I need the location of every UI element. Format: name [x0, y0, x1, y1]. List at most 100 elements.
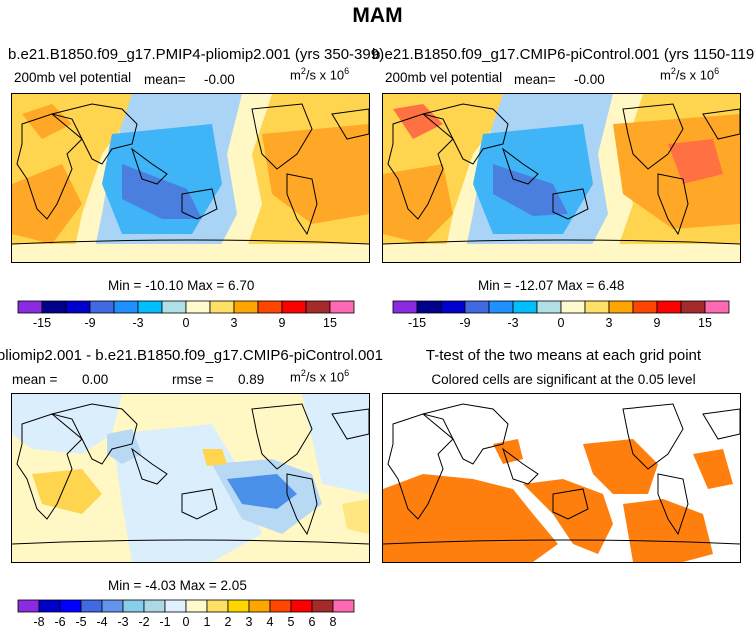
colorbar-swatch	[59, 599, 82, 613]
colorbar-swatch	[65, 300, 91, 314]
colorbar-tick-label: 4	[267, 615, 274, 629]
colorbar-tick-label: -2	[138, 615, 149, 629]
panel1-mean-value: -0.00	[204, 72, 235, 87]
colorbar-swatch	[206, 599, 229, 613]
colorbar-tick-label: -1	[159, 615, 170, 629]
colorbar-swatch	[89, 300, 115, 314]
colorbar-swatch	[137, 300, 163, 314]
colorbar-swatch	[101, 599, 124, 613]
colorbar-tick-label: 0	[183, 615, 190, 629]
colorbar-swatch	[227, 599, 250, 613]
panel2-mean-value: -0.00	[574, 72, 605, 87]
panel3-rmse-label: rmse =	[172, 372, 214, 387]
colorbar-swatch	[38, 599, 61, 613]
colorbar-swatch	[164, 599, 187, 613]
colorbar-tick-label: 5	[288, 615, 295, 629]
colorbar-swatch	[332, 599, 355, 613]
colorbar-tick-label: 3	[231, 316, 238, 330]
colorbar-tick-label: 6	[309, 615, 316, 629]
colorbar-swatch	[560, 300, 586, 314]
colorbar-tick-label: 3	[606, 316, 613, 330]
colorbar-tick-label: 9	[279, 316, 286, 330]
colorbar-tick-label: 1	[204, 615, 211, 629]
colorbar-swatch	[248, 599, 271, 613]
colorbar-swatch	[680, 300, 706, 314]
panel4-subtitle: Colored cells are significant at the 0.0…	[431, 372, 696, 387]
colorbar-swatch	[704, 300, 730, 314]
colorbar-swatch	[17, 300, 43, 314]
colorbar-swatch	[257, 300, 283, 314]
colorbar-tick-label: -5	[75, 615, 86, 629]
colorbar-swatch	[440, 300, 466, 314]
panel3-mean-value: 0.00	[82, 372, 109, 387]
colorbar-swatch	[329, 300, 355, 314]
colorbar-swatch	[656, 300, 682, 314]
colorbar-tick-label: -9	[84, 316, 95, 330]
panel3-colorbar-svg: -8 -6 -5 -4 -3 -2 -1 0 1 2 3 4 5 6 8	[17, 599, 355, 629]
panel2-case-title: b.e21.B1850.f09_g17.CMIP6-piControl.001 …	[372, 46, 755, 63]
colorbar-swatch	[122, 599, 145, 613]
colorbar-swatch	[113, 300, 139, 314]
panel2-map	[382, 93, 741, 263]
colorbar-swatch	[233, 300, 259, 314]
colorbar-swatch	[488, 300, 514, 314]
colorbar-tick-label: 15	[698, 316, 712, 330]
panel3-map	[11, 393, 370, 563]
panel2-variable: 200mb vel potential	[385, 70, 503, 85]
colorbar-tick-label: -8	[33, 615, 44, 629]
panel3-mean-label: mean =	[12, 372, 58, 387]
colorbar-tick-label: -15	[33, 316, 51, 330]
colorbar-tick-label: -15	[408, 316, 426, 330]
colorbar-swatch	[416, 300, 442, 314]
colorbar-swatch	[143, 599, 166, 613]
colorbar-swatch	[305, 300, 331, 314]
panel2-units: m2/s x 106	[660, 66, 720, 83]
colorbar-swatch	[608, 300, 634, 314]
colorbar-swatch	[17, 599, 40, 613]
panel3-case-title: b.e21.B1850.f09_g17.PMIP4-pliomip2.001 -…	[0, 347, 383, 364]
panel1-variable: 200mb vel potential	[14, 70, 132, 85]
colorbar-swatch	[512, 300, 538, 314]
colorbar-swatch	[209, 300, 235, 314]
panel1-map	[11, 93, 370, 263]
panel4-map	[382, 393, 741, 563]
panel3-units: m2/s x 106	[290, 368, 350, 385]
colorbar-tick-label: 8	[330, 615, 337, 629]
colorbar-swatch	[464, 300, 490, 314]
colorbar-tick-label: 2	[225, 615, 232, 629]
colorbar-swatch	[281, 300, 307, 314]
colorbar-swatch	[290, 599, 313, 613]
panel3-colorbar: -8 -6 -5 -4 -3 -2 -1 0 1 2 3 4 5 6 8	[17, 599, 358, 630]
colorbar-swatch	[41, 300, 67, 314]
panel2-colorbar-svg: -15 -9 -3 0 3 9 15	[392, 300, 730, 330]
colorbar-tick-label: 0	[558, 316, 565, 330]
colorbar-swatch	[185, 300, 211, 314]
panel1-range: Min = -10.10 Max = 6.70	[108, 278, 255, 293]
colorbar-swatch	[80, 599, 103, 613]
panel1-case-title: b.e21.B1850.f09_g17.PMIP4-pliomip2.001 (…	[8, 46, 385, 63]
colorbar-tick-label: 3	[246, 615, 253, 629]
colorbar-tick-label: 15	[323, 316, 337, 330]
panel2-colorbar: -15 -9 -3 0 3 9 15	[392, 300, 733, 333]
colorbar-swatch	[392, 300, 418, 314]
panel3-rmse-value: 0.89	[238, 372, 265, 387]
colorbar-tick-label: -6	[54, 615, 65, 629]
figure-title: MAM	[352, 4, 403, 27]
panel1-colorbar: -15 -9 -3 0 3 9 15	[17, 300, 358, 333]
colorbar-tick-label: 0	[183, 316, 190, 330]
colorbar-tick-label: -3	[132, 316, 143, 330]
panel2-mean-label: mean=	[514, 72, 556, 87]
colorbar-tick-label: -4	[96, 615, 107, 629]
colorbar-tick-label: -3	[117, 615, 128, 629]
panel1-mean-label: mean=	[144, 72, 186, 87]
colorbar-swatch	[632, 300, 658, 314]
colorbar-swatch	[161, 300, 187, 314]
panel4-title: T-test of the two means at each grid poi…	[425, 347, 702, 364]
colorbar-swatch	[311, 599, 334, 613]
colorbar-swatch	[185, 599, 208, 613]
panel1-colorbar-svg: -15 -9 -3 0 3 9 15	[17, 300, 355, 330]
panel1-units: m2/s x 106	[290, 66, 350, 83]
colorbar-swatch	[536, 300, 562, 314]
colorbar-tick-label: -9	[459, 316, 470, 330]
colorbar-swatch	[584, 300, 610, 314]
